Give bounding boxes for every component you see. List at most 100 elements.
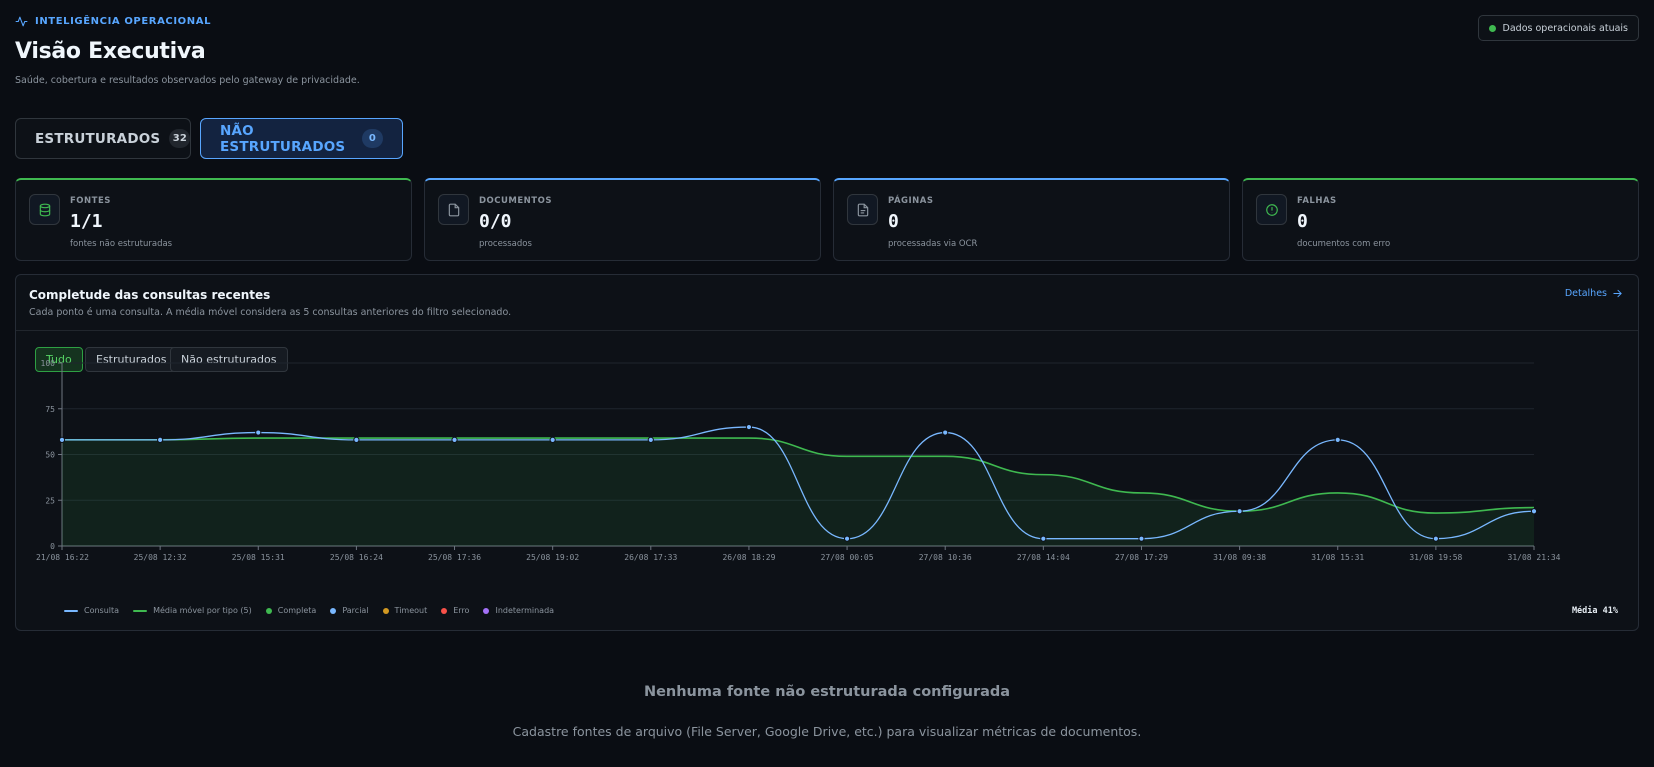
kpi-caption: documentos com erro — [1297, 239, 1391, 249]
data-point — [1138, 535, 1145, 542]
status-dot-icon — [1488, 24, 1496, 32]
line-swatch-icon — [133, 609, 148, 612]
data-point — [1334, 436, 1341, 443]
kpi-caption: fontes não estruturadas — [70, 239, 173, 249]
x-tick-label: 26/08 18:29 — [722, 553, 775, 562]
x-tick-label: 27/08 14:04 — [1017, 553, 1070, 562]
series-line-consulta — [61, 426, 1535, 540]
data-point — [451, 436, 458, 443]
x-tick-label: 27/08 17:29 — [1115, 553, 1168, 562]
completeness-chart: 0 25 50 75 100 21/08 16:22 25/08 12:32 25/08 15… — [36, 359, 1561, 562]
dot-swatch-icon — [265, 607, 272, 614]
legend-item-media-movel: Média móvel por tipo (5) — [133, 606, 252, 615]
panel-title: Completude das consultas recentes — [29, 288, 271, 302]
chart-legend: Consulta Média móvel por tipo (5) Comple… — [64, 606, 554, 615]
x-tick-label: 26/08 17:33 — [624, 553, 677, 562]
x-tick-label: 21/08 16:22 — [36, 553, 89, 562]
panel-divider — [16, 330, 1638, 331]
data-point — [647, 436, 654, 443]
legend-item-completa: Completa — [265, 606, 316, 615]
data-point — [157, 436, 164, 443]
live-data-badge: Dados operacionais atuais — [1477, 15, 1639, 41]
empty-state-description: Cadastre fontes de arquivo (File Server,… — [512, 724, 1142, 739]
panel-description: Cada ponto é uma consulta. A média móvel… — [29, 307, 512, 318]
tab-label: ESTRUTURADOS — [35, 130, 161, 147]
kpi-value: 0/0 — [479, 211, 512, 232]
kpi-caption: processados — [479, 239, 532, 249]
kpi-value: 1/1 — [70, 211, 103, 232]
data-point — [1530, 508, 1538, 515]
arrow-right-icon — [1613, 289, 1622, 298]
data-point — [549, 436, 556, 443]
x-tick-label: 25/08 19:02 — [526, 553, 579, 562]
x-tick-label: 27/08 00:05 — [821, 553, 874, 562]
kpi-card-falhas: FALHAS 0 documentos com erro — [1242, 178, 1639, 261]
data-point — [745, 423, 753, 431]
details-link[interactable]: Detalhes — [1565, 288, 1623, 299]
legend-item-indeterminada: Indeterminada — [483, 606, 554, 615]
dot-swatch-icon — [441, 607, 448, 614]
page-subtitle: Saúde, cobertura e resultados observados… — [15, 75, 360, 86]
kpi-value: 0 — [1297, 211, 1308, 232]
legend-item-erro: Erro — [441, 606, 469, 615]
file-icon — [448, 203, 459, 216]
kpi-value: 0 — [888, 211, 899, 232]
x-tick-label: 31/08 09:38 — [1213, 553, 1266, 562]
y-tick-label: 100 — [41, 359, 56, 368]
x-tick-label: 25/08 12:32 — [134, 553, 187, 562]
tab-count-badge: 0 — [362, 129, 383, 148]
filter-tudo[interactable]: Tudo — [35, 347, 83, 372]
kpi-label: FALHAS — [1297, 196, 1337, 206]
live-data-label: Dados operacionais atuais — [1502, 22, 1628, 34]
data-point — [58, 436, 66, 443]
section-eyebrow: INTELIGÊNCIA OPERACIONAL — [15, 15, 211, 28]
data-point — [942, 429, 949, 436]
database-icon — [39, 203, 50, 216]
dot-swatch-icon — [330, 607, 337, 614]
legend-item-consulta: Consulta — [64, 606, 119, 615]
file-text-icon — [857, 203, 868, 216]
y-tick-label: 25 — [45, 496, 55, 505]
tab-nao-estruturados[interactable]: NÃO ESTRUTURADOS 0 — [200, 118, 403, 159]
completeness-panel: Completude das consultas recentes Cada p… — [15, 274, 1639, 631]
tab-label: NÃO ESTRUTURADOS — [220, 122, 346, 155]
empty-state-title: Nenhuma fonte não estruturada configurad… — [643, 684, 1011, 700]
kpi-card-fontes: FONTES 1/1 fontes não estruturadas — [15, 178, 412, 261]
x-tick-label: 27/08 10:36 — [919, 553, 972, 562]
alert-circle-icon — [1265, 203, 1278, 216]
x-tick-label: 25/08 15:31 — [232, 553, 285, 562]
dot-swatch-icon — [382, 607, 389, 614]
page-title: Visão Executiva — [15, 39, 206, 64]
eyebrow-label: INTELIGÊNCIA OPERACIONAL — [35, 16, 212, 27]
kpi-label: DOCUMENTOS — [479, 196, 552, 206]
dot-swatch-icon — [483, 607, 490, 614]
data-point — [255, 429, 262, 436]
details-link-label: Detalhes — [1564, 288, 1607, 299]
data-point — [353, 436, 360, 443]
x-tick-label: 31/08 15:31 — [1311, 553, 1364, 562]
legend-item-parcial: Parcial — [330, 606, 369, 615]
tab-count-badge: 32 — [169, 129, 191, 148]
line-swatch-icon — [64, 609, 78, 612]
average-label: Média 41% — [1571, 606, 1618, 616]
tab-estruturados[interactable]: ESTRUTURADOS 32 — [15, 118, 191, 159]
legend-item-timeout: Timeout — [382, 606, 427, 615]
activity-pulse-icon — [15, 16, 28, 27]
moving-average-area — [62, 438, 1534, 546]
data-point — [843, 535, 851, 542]
x-tick-label: 31/08 19:58 — [1409, 553, 1462, 562]
kpi-label: FONTES — [70, 196, 111, 206]
kpi-label: PÁGINAS — [888, 196, 934, 206]
kpi-card-paginas: PÁGINAS 0 processadas via OCR — [833, 178, 1230, 261]
y-tick-label: 50 — [45, 451, 55, 460]
data-point — [1432, 535, 1439, 542]
data-point — [1040, 535, 1047, 542]
kpi-caption: processadas via OCR — [888, 239, 978, 249]
x-tick-label: 25/08 17:36 — [428, 553, 481, 562]
y-tick-label: 75 — [45, 405, 55, 414]
y-tick-label: 0 — [50, 542, 55, 551]
data-point — [1236, 508, 1243, 515]
filter-nao-estruturados[interactable]: Não estruturados — [170, 347, 288, 372]
x-tick-label: 31/08 21:34 — [1508, 553, 1561, 562]
x-tick-label: 25/08 16:24 — [330, 553, 383, 562]
